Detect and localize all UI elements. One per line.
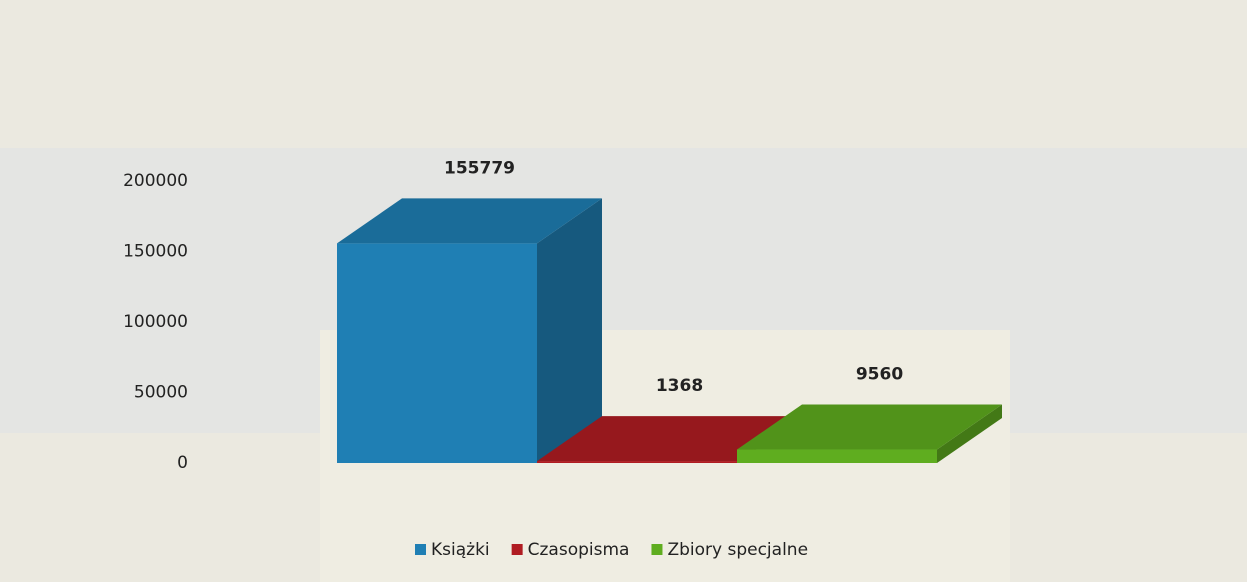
y-tick-label: 200000 — [123, 171, 188, 191]
data-label: 1368 — [656, 376, 703, 396]
bar-top — [537, 416, 802, 462]
data-label: 9560 — [856, 365, 903, 385]
y-tick-label: 100000 — [123, 312, 188, 332]
bar-front — [737, 449, 937, 463]
bar — [737, 404, 1002, 463]
legend-label: Czasopisma — [528, 540, 630, 560]
bar-top — [337, 198, 602, 244]
legend-label: Książki — [431, 540, 490, 560]
y-tick-label: 150000 — [123, 242, 188, 262]
y-tick-label: 0 — [177, 453, 188, 473]
data-label: 155779 — [444, 158, 515, 178]
legend-label: Zbiory specjalne — [667, 540, 808, 560]
y-tick-label: 50000 — [134, 383, 188, 403]
bar-front — [537, 461, 737, 463]
bar-side — [937, 404, 1002, 463]
legend-swatch — [415, 544, 426, 555]
bar-side — [537, 198, 602, 463]
bar — [337, 198, 602, 463]
legend-swatch — [511, 544, 523, 555]
bar-top — [737, 404, 1002, 450]
bar-front — [337, 243, 537, 463]
legend-swatch — [651, 544, 663, 555]
